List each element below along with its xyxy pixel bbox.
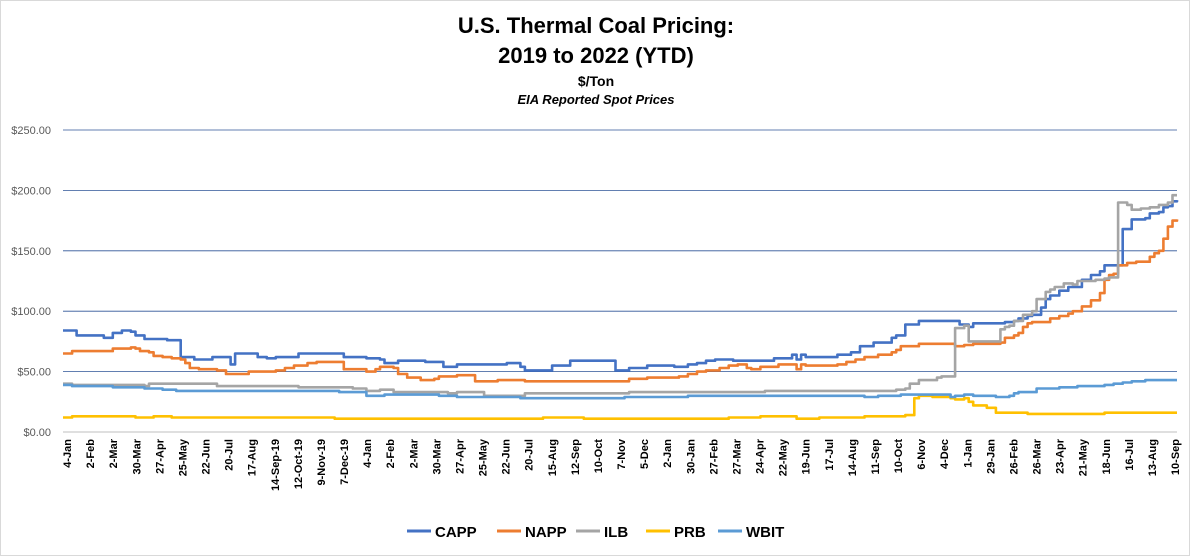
x-tick-label: 27-Apr [454,438,466,474]
chart-title: U.S. Thermal Coal Pricing: [457,13,735,38]
x-tick-label: 15-Aug [547,439,559,476]
x-tick-label: 26-Mar [1032,438,1044,474]
x-tick-label: 14-Sep-19 [270,439,282,491]
x-tick-label: 10-Oct [893,439,905,474]
y-tick-label: $0.00 [23,427,51,439]
x-tick-label: 13-Aug [1147,439,1159,476]
series-line-ilb [63,193,1177,398]
x-tick-label: 26-Feb [1008,439,1020,475]
series-line-napp [63,219,1179,383]
y-tick-label: $50.00 [17,367,51,379]
x-tick-label: 14-Aug [847,439,859,476]
chart-subtitle: $/Ton [577,73,615,89]
x-tick-label: 20-Jul [224,439,236,471]
x-tick-label: 25-May [177,438,189,476]
chart-titles: U.S. Thermal Coal Pricing: 2019 to 2022 … [1,11,1190,109]
x-tick-label: 10-Oct [593,439,605,474]
x-tick-label: 24-Apr [755,438,767,474]
x-tick-label: 7-Nov [616,438,628,469]
x-tick-label: 2-Jan [662,439,674,468]
x-tick-label: 9-Nov-19 [316,439,328,485]
series-line-capp [63,200,1179,372]
x-tick-label: 30-Mar [431,438,443,474]
x-tick-label: 1-Jan [962,439,974,468]
x-tick-label: 6-Nov [916,438,928,469]
y-tick-label: $150.00 [11,246,51,258]
x-tick-label: 4-Dec [939,439,951,469]
x-tick-label: 4-Jan [62,439,74,468]
x-tick-label: 20-Jul [524,439,536,471]
x-tick-label: 22-May [778,438,790,476]
x-tick-label: 27-Feb [708,439,720,475]
x-tick-label: 22-Jun [501,439,513,475]
legend-label-wbit: WBIT [746,524,784,541]
x-tick-label: 29-Jan [985,439,997,474]
x-tick-label: 18-Jun [1101,439,1113,475]
x-tick-label: 16-Jul [1124,439,1136,471]
x-tick-label: 7-Dec-19 [339,439,351,485]
x-tick-label: 22-Jun [201,439,213,475]
series-line-wbit [63,378,1177,400]
y-tick-label: $200.00 [11,185,51,197]
x-tick-label: 11-Sep [870,439,882,475]
x-tick-label: 2-Feb [85,439,97,469]
x-tick-label: 4-Jan [362,439,374,468]
x-tick-label: 17-Jul [824,439,836,471]
x-tick-label: 2-Feb [385,439,397,469]
series-line-prb [63,394,1177,420]
legend-label-ilb: ILB [604,524,628,541]
x-tick-label: 5-Dec [639,439,651,469]
x-tick-label: 27-Apr [154,438,166,474]
x-tick-label: 23-Apr [1055,438,1067,474]
x-tick-label: 10-Sep [1170,439,1182,475]
legend-label-napp: NAPP [525,524,567,541]
x-tick-label: 27-Mar [731,438,743,474]
chart-title-line2: 2019 to 2022 (YTD) [498,43,694,68]
x-tick-label: 17-Aug [247,439,259,476]
x-tick-label: 19-Jun [801,439,813,475]
x-tick-label: 12-Sep [570,439,582,475]
y-tick-label: $100.00 [11,306,51,318]
x-tick-label: 21-May [1078,438,1090,476]
x-tick-label: 30-Jan [685,439,697,474]
legend-label-prb: PRB [674,524,706,541]
y-tick-label: $250.00 [11,125,51,137]
x-tick-label: 25-May [478,438,490,476]
x-tick-label: 12-Oct-19 [293,439,305,489]
x-tick-label: 2-Mar [108,438,120,468]
x-tick-label: 2-Mar [408,438,420,468]
legend-label-capp: CAPP [435,524,477,541]
chart-source-note: EIA Reported Spot Prices [517,92,675,107]
x-tick-label: 30-Mar [131,438,143,474]
